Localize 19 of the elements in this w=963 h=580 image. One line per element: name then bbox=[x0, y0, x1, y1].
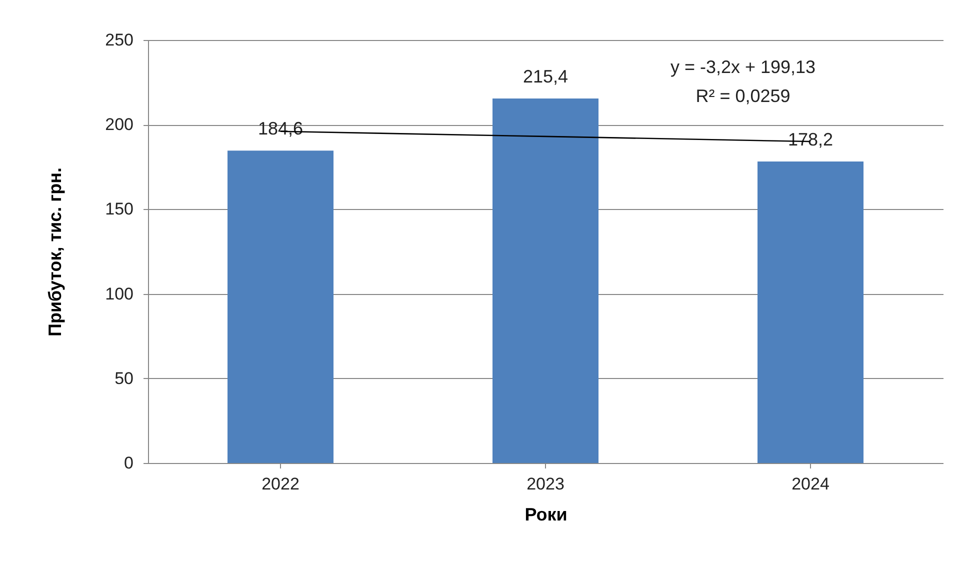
y-tick-label: 50 bbox=[114, 368, 134, 388]
bar bbox=[228, 150, 334, 463]
y-tick-label: 0 bbox=[124, 454, 134, 472]
annotation: y = -3,2x + 199,13 bbox=[670, 57, 816, 77]
bar bbox=[492, 98, 598, 463]
y-tick-label: 250 bbox=[105, 30, 134, 50]
y-tick-label: 100 bbox=[105, 284, 134, 304]
annotation: R² = 0,0259 bbox=[696, 86, 790, 106]
data-label: 215,4 bbox=[522, 66, 568, 87]
y-tick-label: 200 bbox=[105, 115, 134, 134]
x-tick-label: 2024 bbox=[792, 474, 830, 494]
data-label: 178,2 bbox=[788, 129, 834, 150]
x-tick-label: 2023 bbox=[526, 474, 564, 494]
y-axis-title: Прибуток, тис. грн. bbox=[45, 168, 66, 336]
bar bbox=[758, 161, 864, 463]
x-axis-title: Роки bbox=[524, 504, 568, 524]
y-tick-label: 150 bbox=[105, 200, 134, 219]
x-tick-label: 2022 bbox=[262, 474, 300, 494]
data-label: 184,6 bbox=[258, 118, 304, 139]
